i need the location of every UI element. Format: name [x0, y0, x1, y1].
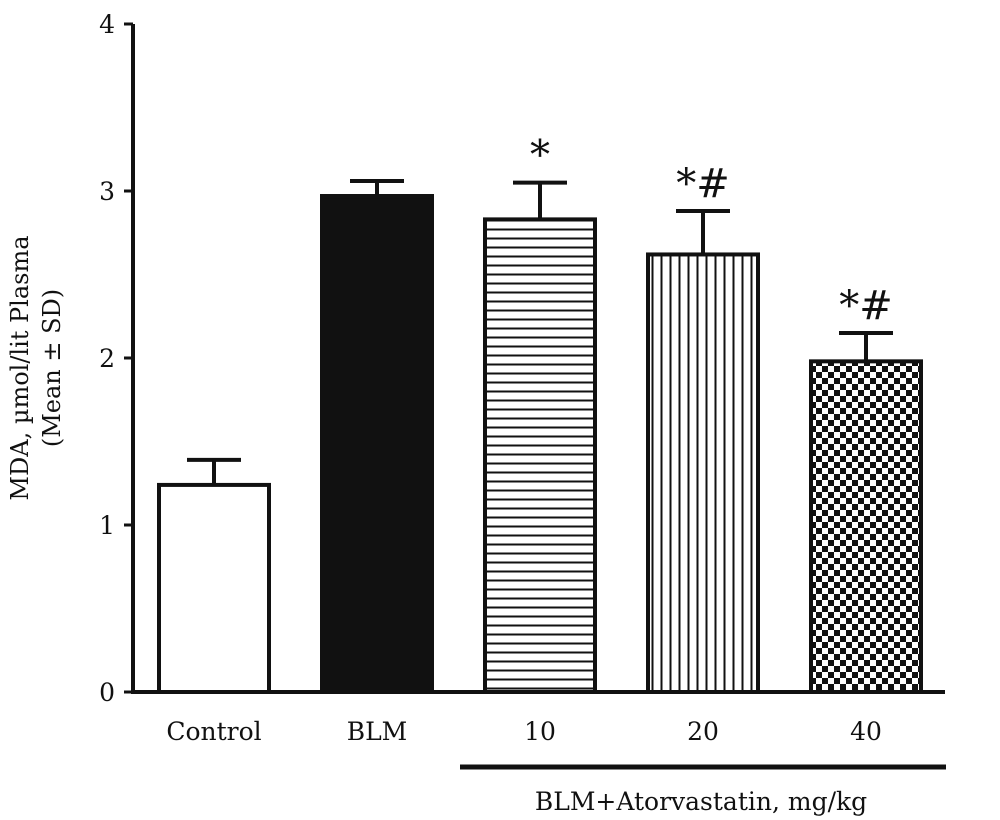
y-tick-label: 4: [99, 10, 115, 39]
significance-annotation: *#: [676, 161, 730, 207]
bar-10: [483, 217, 597, 694]
y-tick-label: 3: [99, 177, 115, 206]
y-axis-label: MDA, µmol/lit Plasma: [6, 235, 34, 500]
y-axis-label-secondary: (Mean ± SD): [38, 289, 66, 447]
x-tick-label: BLM: [347, 717, 408, 746]
x-tick-label: 20: [687, 717, 719, 746]
y-tick-label: 0: [99, 678, 115, 707]
x-tick-label: Control: [166, 717, 261, 746]
bars: * *# *#: [157, 133, 923, 695]
y-tick-label: 2: [99, 344, 115, 373]
y-tick-label: 1: [99, 511, 115, 540]
bar-40: [809, 359, 923, 694]
significance-annotation: *: [530, 133, 550, 179]
category-labels: Control BLM 10 20 40: [166, 717, 882, 746]
bar-blm: [320, 194, 434, 694]
group-label: BLM+Atorvastatin, mg/kg: [535, 787, 867, 816]
significance-annotation: *#: [839, 283, 893, 329]
y-axis: 0 1 2 3 4: [99, 10, 135, 707]
bar-control: [157, 482, 271, 695]
bar-20: [646, 252, 760, 695]
x-tick-label: 40: [850, 717, 882, 746]
x-tick-label: 10: [524, 717, 556, 746]
